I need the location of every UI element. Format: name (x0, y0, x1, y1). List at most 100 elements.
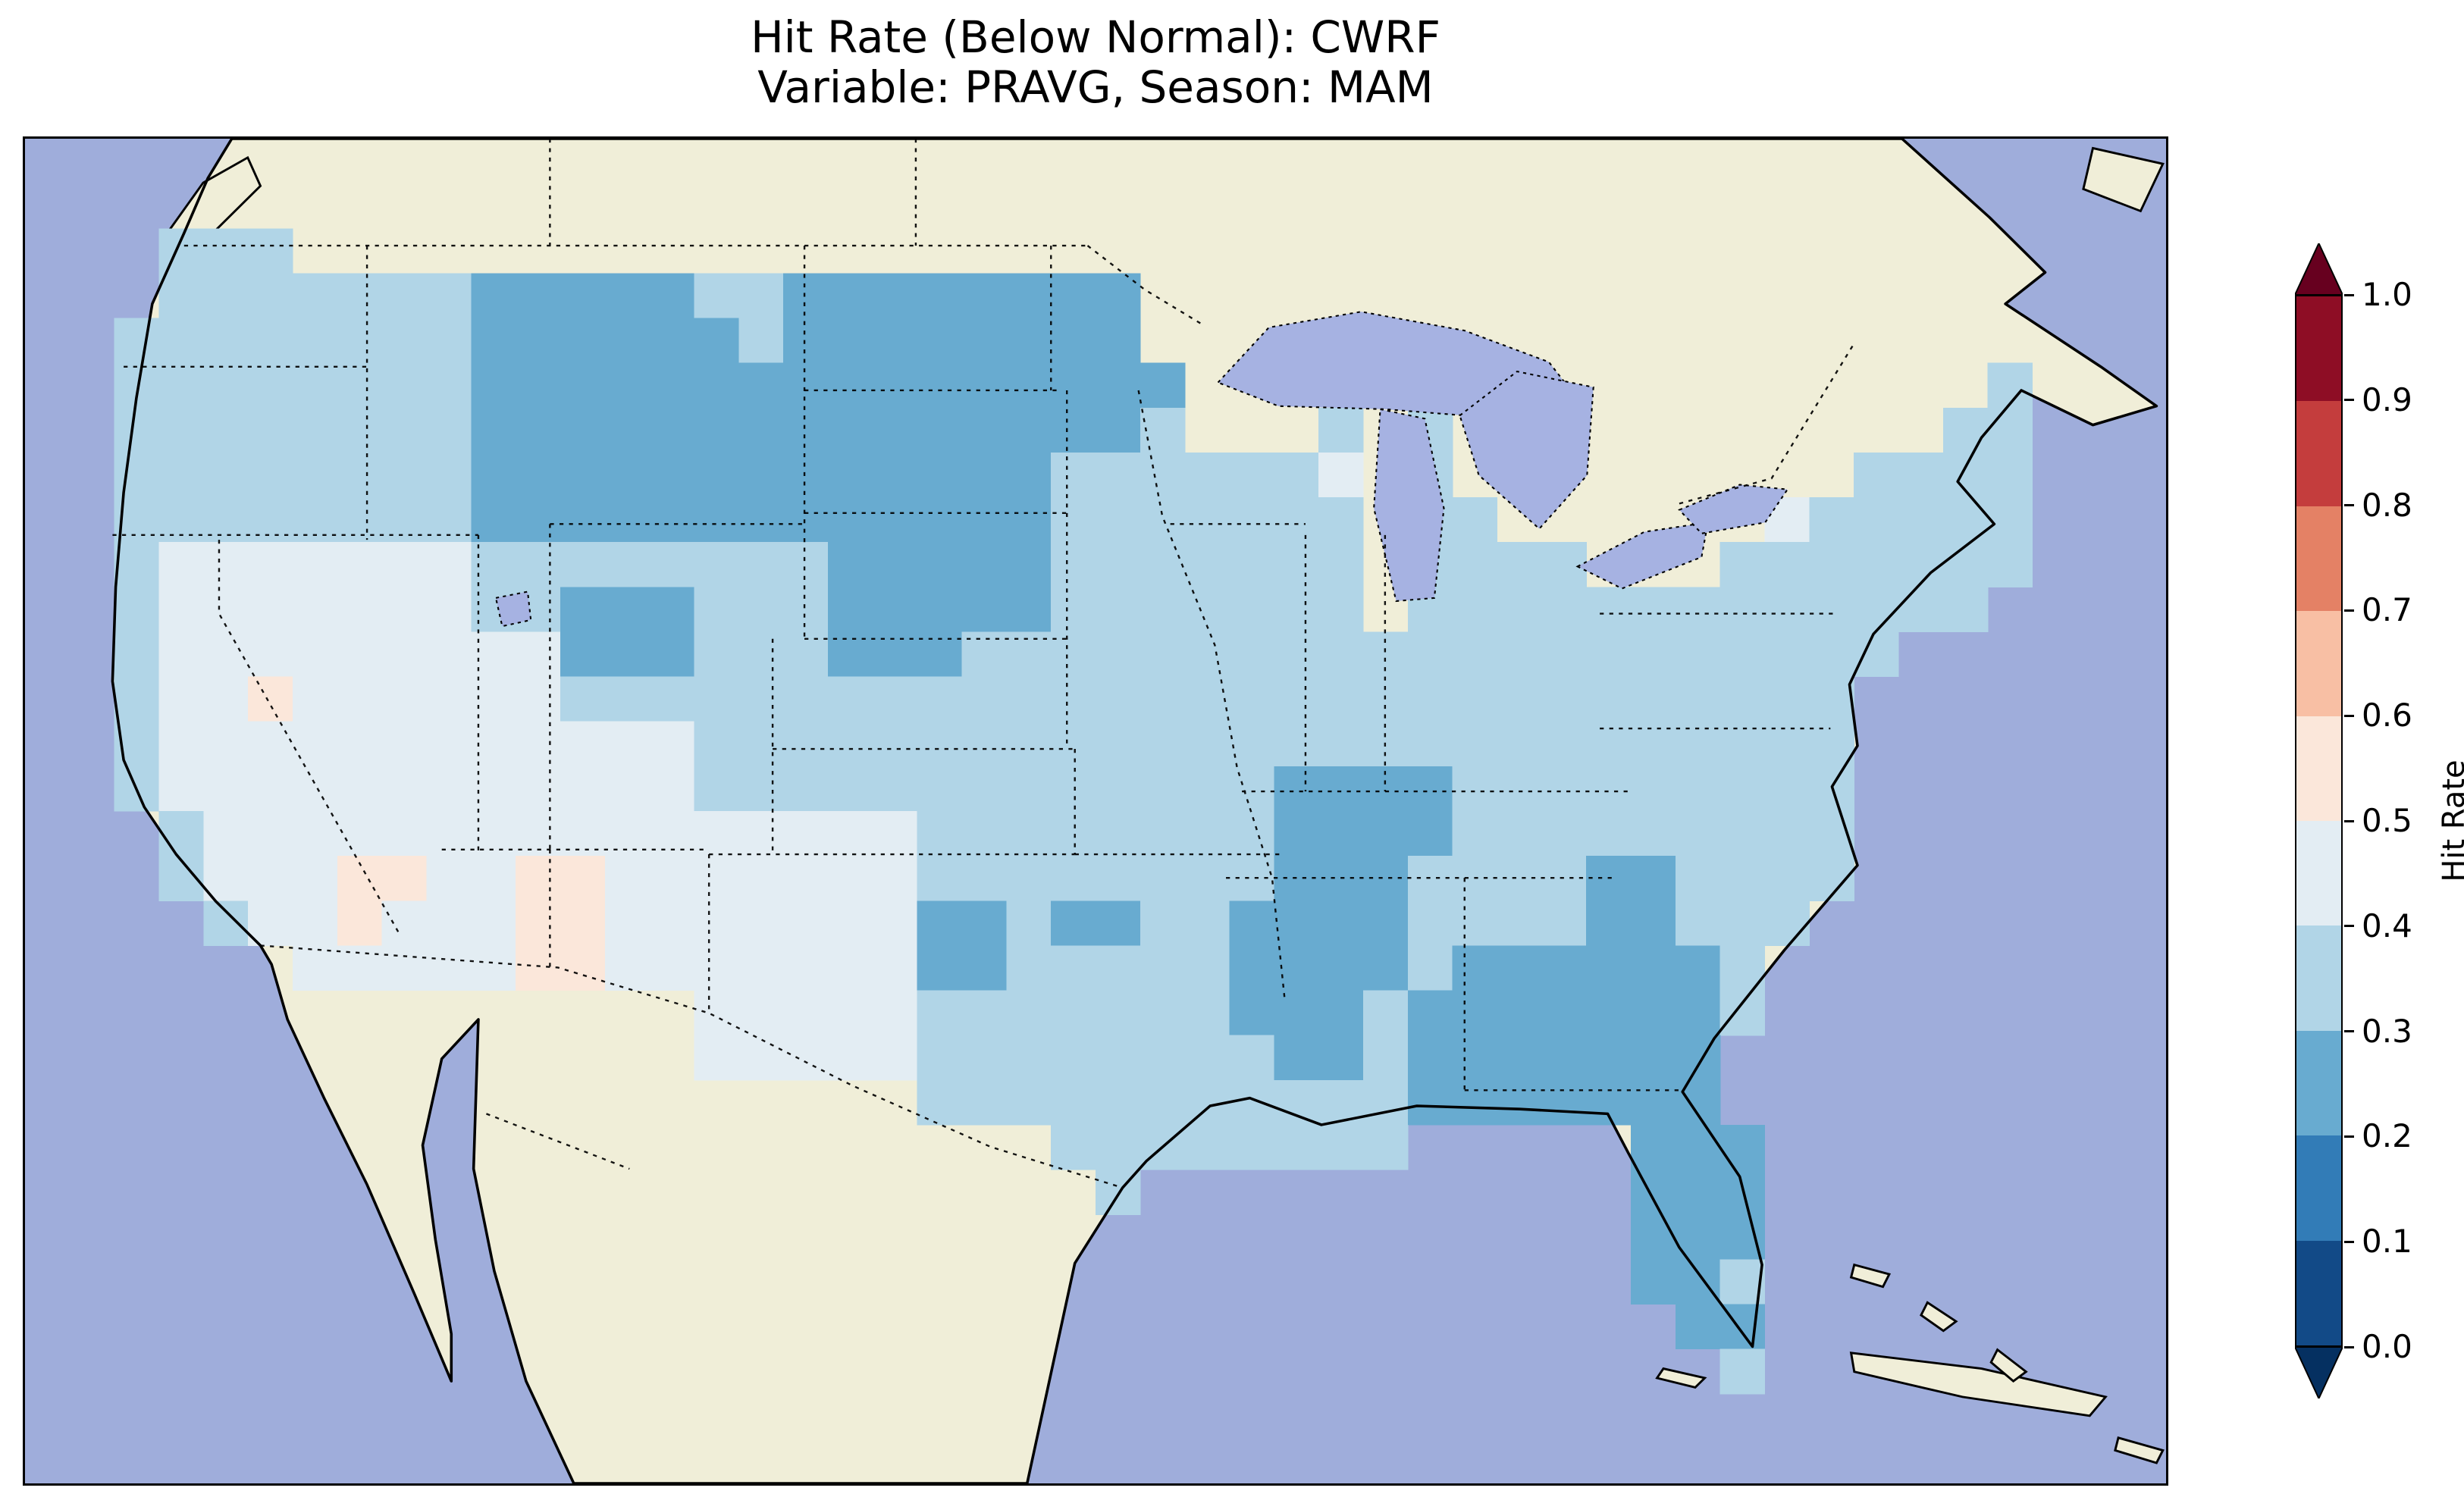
heatmap-cell (694, 497, 739, 543)
heatmap-cell (1675, 766, 1721, 812)
heatmap-cell (1719, 587, 1766, 633)
colorbar-tick (2344, 609, 2354, 612)
heatmap-cell (872, 587, 918, 633)
heatmap-cell (604, 318, 650, 364)
heatmap-cell (203, 452, 249, 498)
heatmap-cell (293, 856, 338, 901)
lake-erie (1575, 521, 1710, 590)
heatmap-cell (1318, 990, 1364, 1036)
heatmap-cell (1274, 452, 1319, 498)
heatmap-cell (1497, 1079, 1542, 1126)
heatmap-cell (1140, 945, 1186, 991)
heatmap-cell (872, 721, 918, 767)
heatmap-cell (872, 990, 918, 1036)
heatmap-cell (1809, 542, 1854, 587)
heatmap-cell (1363, 1079, 1409, 1126)
heatmap-cell (1051, 542, 1096, 587)
heatmap-cell (1184, 631, 1230, 678)
heatmap-cell (1318, 900, 1364, 947)
heatmap-cell (516, 766, 561, 812)
heatmap-cell (1096, 587, 1141, 633)
heatmap-cell (1452, 497, 1498, 543)
heatmap-cell (1140, 631, 1186, 678)
heatmap-cell (1675, 856, 1721, 901)
heatmap-cell (828, 676, 873, 722)
heatmap-cell (1497, 766, 1542, 812)
heatmap-cell (828, 766, 873, 812)
heatmap-cell (381, 407, 428, 453)
heatmap-cell (872, 811, 918, 857)
heatmap-cell (248, 228, 293, 274)
chart-title-line2: Variable: PRAVG, Season: MAM (757, 61, 1434, 113)
heatmap-cell (1318, 631, 1364, 678)
heatmap-cell (1096, 362, 1141, 409)
heatmap-cell (1006, 273, 1052, 319)
heatmap-cell (203, 900, 249, 947)
heatmap-cell (1006, 811, 1052, 857)
heatmap-cell (872, 362, 918, 409)
heatmap-cell (1096, 273, 1141, 319)
heatmap-cell (649, 318, 695, 364)
heatmap-cell (783, 542, 829, 587)
heatmap-cell (1452, 587, 1498, 633)
heatmap-cell (1764, 631, 1810, 678)
heatmap-cell (1051, 990, 1096, 1036)
colorbar-tick (2344, 399, 2354, 402)
heatmap-cell (1051, 318, 1096, 364)
heatmap-cell (917, 945, 963, 991)
heatmap-cell (381, 856, 428, 901)
heatmap-cell (961, 721, 1007, 767)
heatmap-cell (337, 407, 383, 453)
heatmap-cell (337, 587, 383, 633)
colorbar-tick-label: 0.1 (2362, 1223, 2412, 1261)
heatmap-cell (1541, 900, 1587, 947)
heatmap-cell (961, 407, 1007, 453)
heatmap-cell (1631, 1079, 1676, 1126)
heatmap-cell (1051, 721, 1096, 767)
heatmap-cell (1274, 497, 1319, 543)
heatmap-cell (293, 811, 338, 857)
heatmap-cell (604, 273, 650, 319)
colorbar-segment (2296, 611, 2341, 716)
heatmap-cell (1096, 631, 1141, 678)
heatmap-cell (114, 318, 160, 364)
heatmap-cell (560, 362, 606, 409)
colorbar-tick (2344, 819, 2354, 822)
heatmap-cell (604, 631, 650, 678)
heatmap-cell (1229, 945, 1274, 991)
heatmap-cell (917, 856, 963, 901)
heatmap-cell (1452, 766, 1498, 812)
chart-title: Hit Rate (Below Normal): CWRF Variable: … (23, 12, 2168, 112)
heatmap-cell (1942, 542, 1989, 587)
heatmap-cell (337, 900, 383, 947)
heatmap-cell (694, 990, 739, 1036)
heatmap-cell (1497, 900, 1542, 947)
heatmap-cell (1497, 542, 1542, 587)
heatmap-cell (604, 900, 650, 947)
heatmap-cell (1051, 362, 1096, 409)
heatmap-cell (783, 676, 829, 722)
colorbar-tick (2344, 293, 2354, 296)
heatmap-cell (738, 945, 784, 991)
heatmap-cell (426, 900, 472, 947)
heatmap-cell (738, 497, 784, 543)
heatmap-cell (1051, 945, 1096, 991)
heatmap-cell (961, 587, 1007, 633)
heatmap-cell (872, 452, 918, 498)
heatmap-cell (1497, 721, 1542, 767)
heatmap-cell (694, 542, 739, 587)
heatmap-cell (471, 273, 516, 319)
heatmap-cell (1407, 766, 1453, 812)
heatmap-cell (1854, 542, 1899, 587)
heatmap-cell (158, 273, 204, 319)
heatmap-cell (1675, 1035, 1721, 1081)
heatmap-cell (426, 407, 472, 453)
island-caribbean-small (2114, 1436, 2165, 1464)
heatmap-cell (426, 766, 472, 812)
heatmap-cell (1898, 452, 1944, 498)
heatmap-cell (203, 811, 249, 857)
colorbar-label: Hit Rate (2437, 760, 2464, 882)
heatmap-cell (1229, 631, 1274, 678)
heatmap-cell (1942, 407, 1989, 453)
heatmap-cell (203, 228, 249, 274)
